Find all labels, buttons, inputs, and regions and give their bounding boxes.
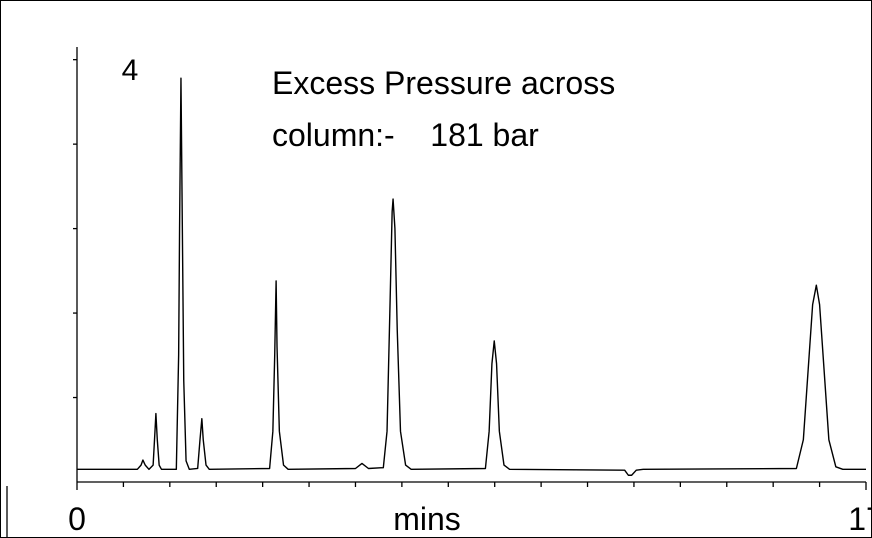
annotation: Excess Pressure across [272,65,615,101]
x-tick-label: 0 [68,501,86,537]
annotation: 4 [122,54,139,87]
trace [77,77,866,476]
annotation: column:- 181 bar [272,117,539,153]
x-tick-label: 17 [848,501,872,537]
x-axis-label: mins [393,501,461,537]
